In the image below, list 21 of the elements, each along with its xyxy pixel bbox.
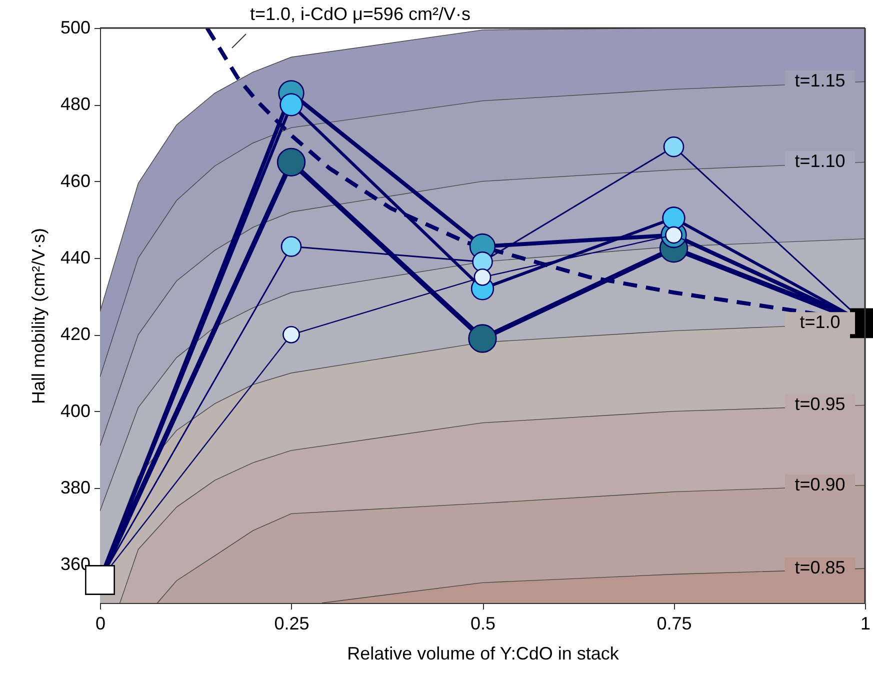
y-tick-label: 500 [60, 18, 90, 38]
series-label: t=0.95 [794, 394, 846, 414]
y-tick-label: 420 [60, 324, 90, 344]
y-tick-label: 460 [60, 170, 90, 191]
y-tick-label: 440 [60, 248, 90, 268]
x-tick-label: 1 [860, 614, 871, 634]
x-tick-label: 0.25 [274, 614, 310, 634]
series-label: t=0.90 [794, 474, 846, 494]
y-tick-label: 400 [60, 400, 90, 421]
x-axis-title: Relative volume of Y:CdO in stack [347, 644, 620, 664]
series-label: t=1.0 [800, 312, 840, 332]
y-tick-label: 480 [60, 94, 90, 114]
series-label: t=0.85 [794, 558, 846, 578]
y-tick-label: 380 [60, 478, 90, 498]
x-tick-label: 0 [95, 614, 106, 634]
y-axis-title: Hall mobility (cm²/V·s) [28, 228, 48, 404]
series-label: t=1.10 [794, 151, 846, 172]
x-tick-label: 0.75 [656, 614, 692, 634]
text: t=1.0, i-CdO μ=596 cm²/V·s [250, 4, 470, 24]
x-tick-label: 0.5 [470, 614, 496, 634]
series-label: t=1.15 [794, 70, 846, 91]
